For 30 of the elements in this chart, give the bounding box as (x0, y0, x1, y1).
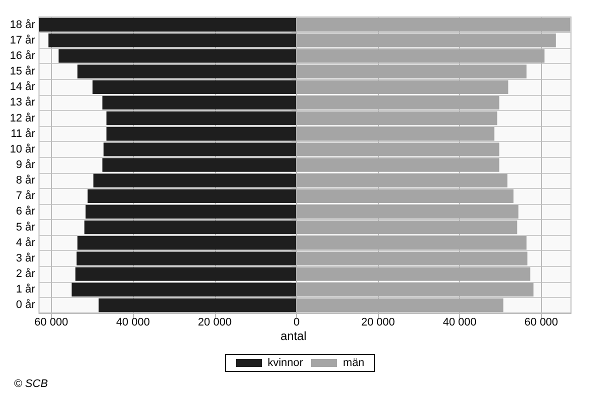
y-tick-label: 15 år (10, 66, 36, 78)
y-tick-label: 16 år (10, 50, 36, 62)
x-tick-label: 20 000 (198, 316, 232, 328)
y-tick-label: 3 år (16, 252, 36, 264)
x-tick-label: 0 (293, 316, 300, 328)
y-tick-label: 12 år (10, 112, 36, 124)
y-tick-label: 6 år (16, 206, 36, 218)
y-tick-label: 9 år (16, 159, 36, 171)
x-tick-label: 40 000 (116, 316, 150, 328)
x-tick-label: 60 000 (524, 316, 558, 328)
y-tick-label: 10 år (10, 143, 36, 156)
text: © SCB (14, 378, 48, 390)
y-tick-label: 5 år (16, 221, 36, 234)
y-tick-label: 8 år (16, 174, 36, 187)
y-tick-label: 4 år (16, 236, 36, 249)
y-tick-label: 13 år (10, 96, 36, 109)
y-tick-label: 1 år (16, 284, 36, 296)
y-tick-label: 2 år (16, 268, 36, 280)
x-axis-title: antal (280, 329, 307, 343)
y-tick-label: 11 år (10, 128, 36, 140)
y-tick-label: 18 år (10, 18, 36, 31)
x-tick-label: 20 000 (361, 316, 395, 328)
x-tick-label: 60 000 (34, 316, 68, 328)
y-tick-label: 0 år (16, 299, 36, 312)
y-tick-label: 14 år (10, 81, 36, 94)
y-tick-label: 17 år (10, 34, 36, 46)
y-tick-label: 7 år (16, 190, 36, 202)
legend-label: män (342, 357, 364, 369)
x-tick-label: 40 000 (442, 316, 476, 328)
legend-label: kvinnor (266, 357, 304, 369)
